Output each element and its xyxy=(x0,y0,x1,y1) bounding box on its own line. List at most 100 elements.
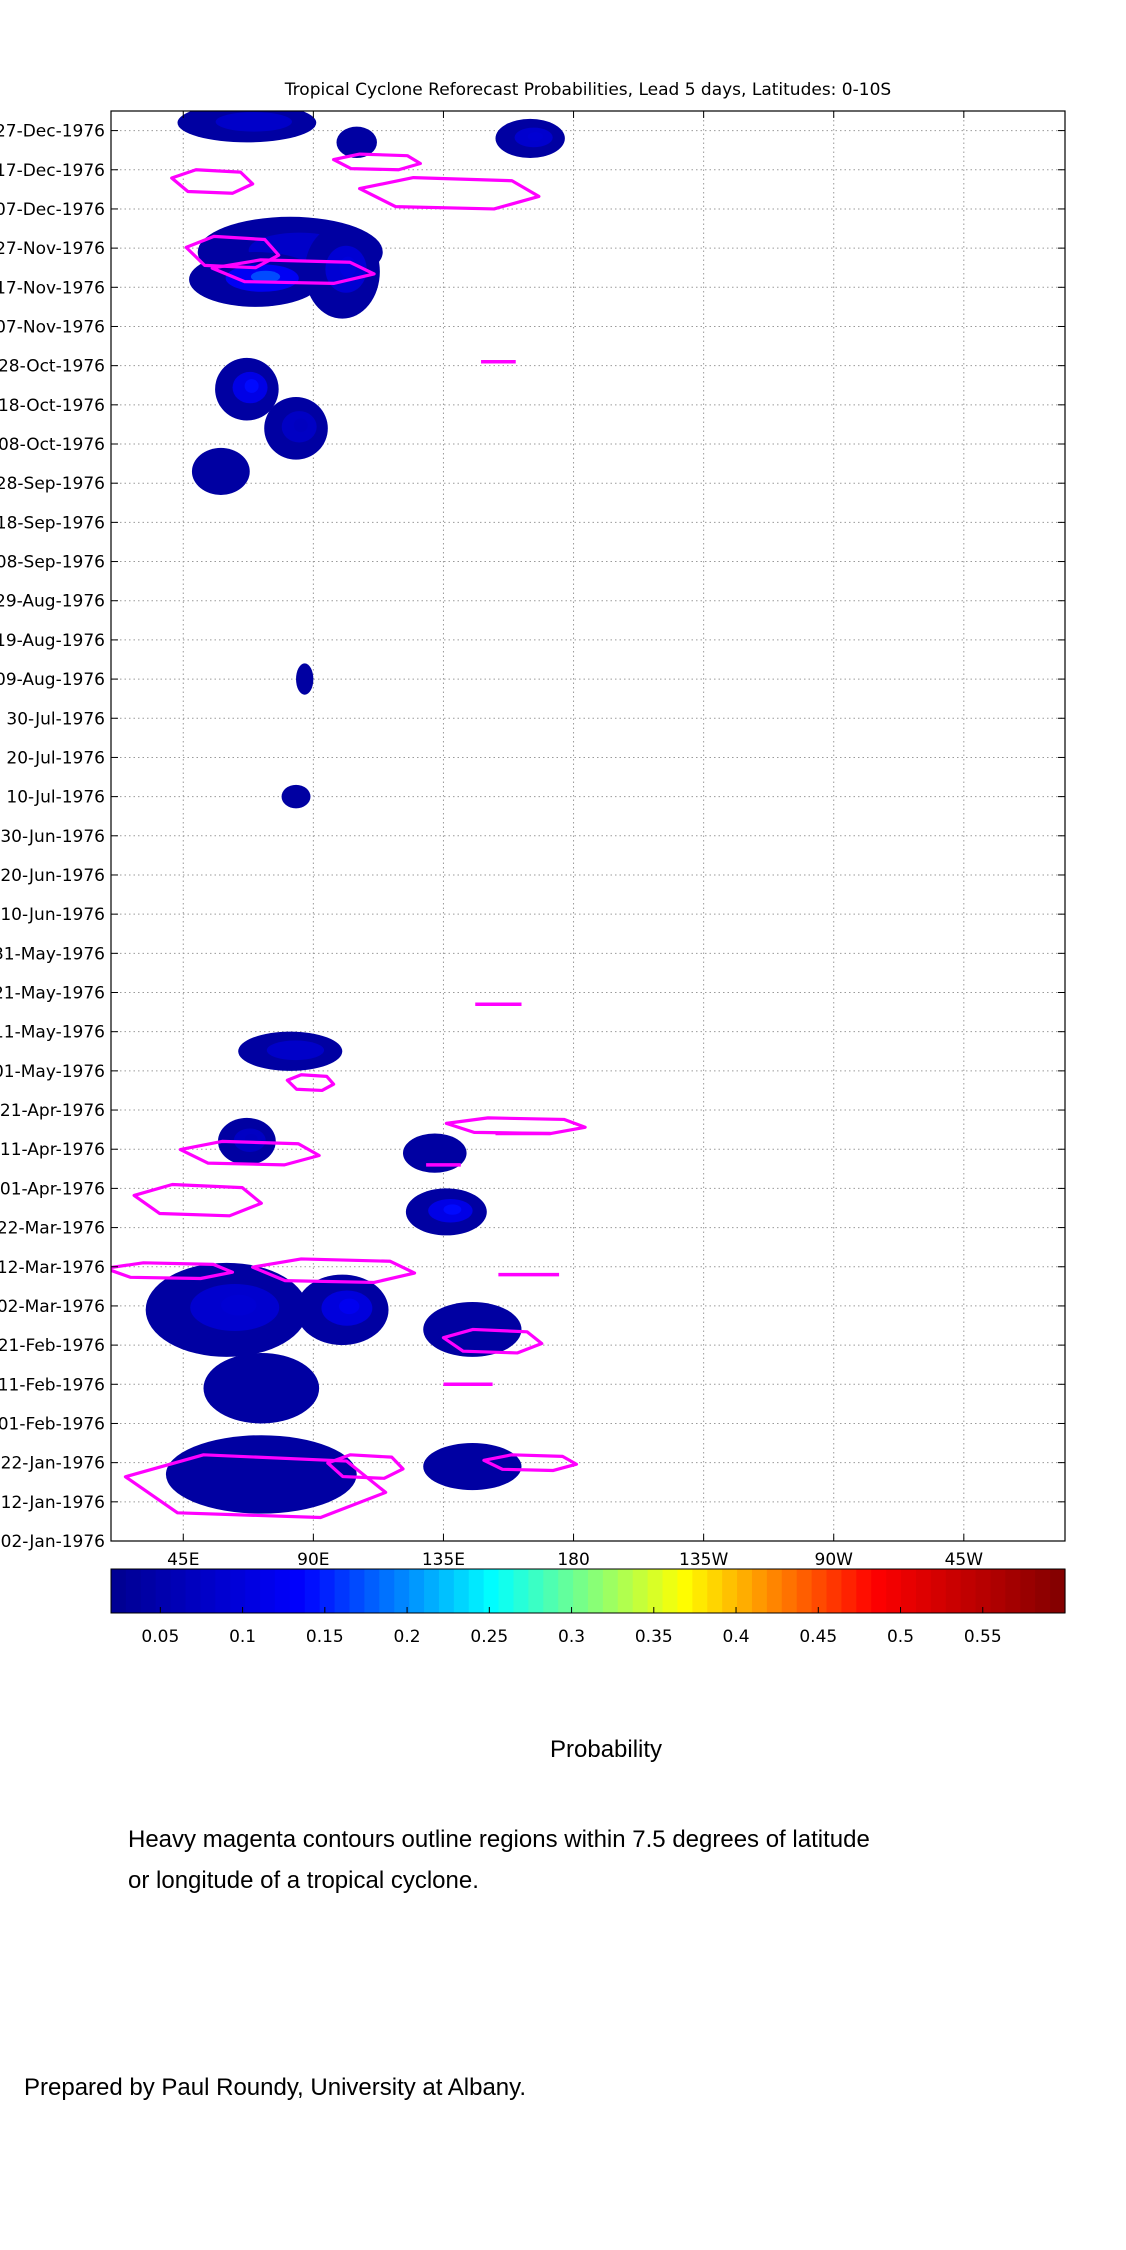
plot-frame xyxy=(110,110,1066,1542)
colorbar-cell xyxy=(215,1569,231,1613)
colorbar-cell xyxy=(975,1569,992,1613)
probability-region-outer xyxy=(281,784,311,809)
x-tick-label: 45E xyxy=(167,1550,199,1570)
probability-region-outer xyxy=(402,1133,467,1173)
colorbar-cell xyxy=(617,1569,634,1613)
colorbar-cell xyxy=(915,1569,932,1613)
x-tick-label: 90W xyxy=(815,1550,854,1570)
probability-region-outer xyxy=(296,663,314,695)
cyclone-contour xyxy=(441,1327,544,1355)
colorbar-cell xyxy=(1020,1569,1036,1613)
y-tick-label: 19-Aug-1976 xyxy=(0,631,105,651)
colorbar-cell xyxy=(1035,1569,1051,1613)
colorbar-cell xyxy=(960,1569,977,1613)
colorbar-cell xyxy=(543,1569,559,1613)
probability-region-outer xyxy=(191,447,250,495)
probability-region xyxy=(423,1443,522,1491)
probability-region xyxy=(402,1133,467,1173)
colorbar-tick-label: 0.4 xyxy=(723,1627,750,1647)
colorbar-cell xyxy=(394,1569,410,1613)
colorbar-cell xyxy=(841,1569,857,1613)
colorbar-cell xyxy=(274,1569,291,1613)
colorbar-tick-label: 0.15 xyxy=(306,1627,344,1647)
colorbar-cell xyxy=(856,1569,872,1613)
probability-region xyxy=(495,118,565,159)
probability-region xyxy=(215,357,279,421)
cyclone-contour xyxy=(178,1139,321,1167)
x-axis-ticks: 45E 90E 135E 180 135W 90W 45W xyxy=(167,111,983,1570)
y-tick-label: 01-May-1976 xyxy=(0,1062,105,1082)
probability-region xyxy=(145,1262,308,1357)
colorbar-cell xyxy=(751,1569,768,1613)
colorbar-cell xyxy=(647,1569,664,1613)
y-tick-label: 11-May-1976 xyxy=(0,1023,105,1043)
colorbar-label: Probability xyxy=(550,1736,663,1763)
probability-region-core xyxy=(286,1045,310,1054)
colorbar-tick-label: 0.35 xyxy=(635,1627,673,1647)
y-tick-label: 10-Jul-1976 xyxy=(6,788,105,808)
y-tick-label: 01-Apr-1976 xyxy=(0,1179,105,1199)
colorbar-cell xyxy=(468,1569,485,1613)
colorbar-cell xyxy=(632,1569,649,1613)
probability-region xyxy=(165,1435,357,1514)
cyclone-contour xyxy=(123,1453,388,1520)
probability-region xyxy=(177,111,317,143)
colorbar-cell xyxy=(319,1569,336,1613)
y-tick-label: 09-Aug-1976 xyxy=(0,670,105,690)
colorbar-cell xyxy=(528,1569,544,1613)
cyclone-contour xyxy=(444,1116,587,1136)
colorbar-cell xyxy=(483,1569,500,1613)
chart-title: Tropical Cyclone Reforecast Probabilitie… xyxy=(284,80,891,100)
y-tick-label: 08-Sep-1976 xyxy=(0,553,105,573)
colorbar-cell xyxy=(364,1569,380,1613)
y-tick-label: 07-Dec-1976 xyxy=(0,200,105,220)
y-tick-label: 30-Jul-1976 xyxy=(6,709,105,729)
probability-region-core xyxy=(339,1298,360,1315)
y-axis-ticks: 27-Dec-1976 17-Dec-1976 07-Dec-1976 27-Nov-… xyxy=(0,122,1065,1552)
probability-region xyxy=(336,126,377,159)
colorbar-cell xyxy=(498,1569,515,1613)
y-tick-label: 31-May-1976 xyxy=(0,944,105,964)
colorbar-frame xyxy=(110,1568,1066,1614)
probability-region xyxy=(296,1274,389,1346)
y-tick-label: 11-Feb-1976 xyxy=(0,1375,105,1395)
colorbar-cell xyxy=(901,1569,917,1613)
colorbar-cell xyxy=(155,1569,172,1613)
colorbar-cell xyxy=(424,1569,440,1613)
colorbar-cell xyxy=(200,1569,216,1613)
colorbar-cell xyxy=(871,1569,887,1613)
cyclone-contour xyxy=(251,1257,417,1285)
probability-region-outer xyxy=(203,1352,320,1424)
colorbar-cell xyxy=(826,1569,843,1613)
probability-region-core xyxy=(527,132,544,141)
y-tick-label: 12-Jan-1976 xyxy=(1,1493,105,1513)
colorbar-cell xyxy=(185,1569,202,1613)
colorbar-cell xyxy=(140,1569,157,1613)
y-tick-label: 20-Jul-1976 xyxy=(6,748,105,768)
y-tick-label: 18-Sep-1976 xyxy=(0,513,105,533)
probability-region-core xyxy=(242,116,273,126)
y-tick-label: 17-Nov-1976 xyxy=(0,278,105,298)
probability-region-core xyxy=(220,1294,257,1316)
y-tick-label: 10-Jun-1976 xyxy=(0,905,105,925)
probability-region xyxy=(281,784,311,809)
y-tick-label: 21-Feb-1976 xyxy=(0,1336,105,1356)
x-tick-label: 135W xyxy=(679,1550,728,1570)
probability-region xyxy=(304,224,380,319)
y-tick-label: 29-Aug-1976 xyxy=(0,592,105,612)
colorbar-cell xyxy=(677,1569,693,1613)
colorbar-cell xyxy=(453,1569,470,1613)
colorbar-tick-label: 0.1 xyxy=(229,1627,256,1647)
y-tick-label: 27-Dec-1976 xyxy=(0,122,105,142)
cyclone-contour xyxy=(285,1073,336,1093)
colorbar-cell xyxy=(737,1569,753,1613)
credit-line: Prepared by Paul Roundy, University at A… xyxy=(24,2074,527,2101)
cyclone-contour xyxy=(170,168,255,195)
colorbar-cell xyxy=(125,1569,142,1613)
colorbar-cell xyxy=(930,1569,947,1613)
y-tick-label: 30-Jun-1976 xyxy=(0,827,105,847)
probability-region-core xyxy=(250,270,281,283)
colorbar-cell xyxy=(379,1569,395,1613)
colorbar-cell xyxy=(602,1569,619,1613)
